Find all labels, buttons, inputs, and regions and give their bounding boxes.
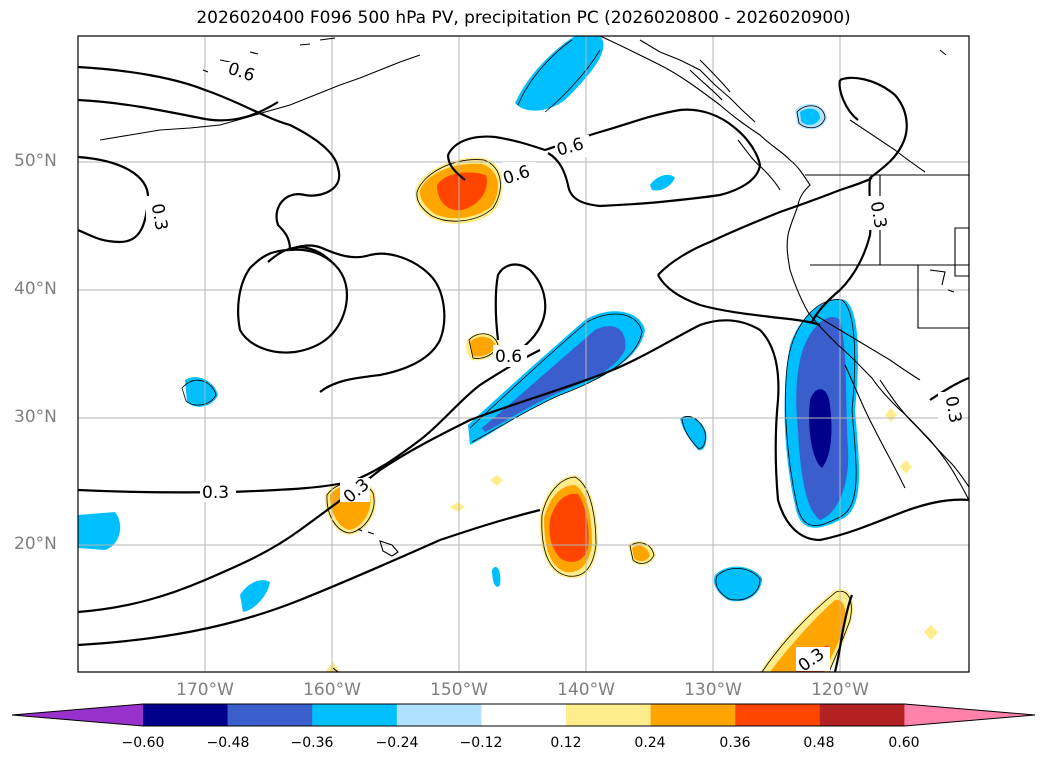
colorbar-tick: 0.48 [803,735,835,751]
gridlines [78,36,969,672]
colorbar-tick: 0.60 [888,735,920,751]
colorbar-tick: −0.48 [206,735,250,751]
colorbar-tick: −0.36 [290,735,334,751]
lat-label-40n: 40°N [14,279,57,299]
pv-label-south-center: 0.6 [495,347,522,367]
pv-contours [78,65,969,672]
colorbar-bin [143,704,229,726]
colorbar-bin [650,704,736,726]
coastlines [99,36,969,672]
figure-title: 2026020400 F096 500 hPa PV, precipitatio… [196,8,851,28]
lon-label-140w: 140°W [557,680,615,700]
lon-label-150w: 150°W [430,680,488,700]
pv-label-california: 0.3 [866,200,890,230]
colorbar-tick: −0.60 [121,735,165,751]
contour-label-halos [146,62,956,671]
lat-label-30n: 30°N [14,407,57,427]
lon-label-160w: 160°W [303,680,361,700]
lon-label-120w: 120°W [811,680,869,700]
lon-label-130w: 130°W [684,680,742,700]
colorbar-tick: 0.12 [550,735,582,751]
colorbar-bin [312,704,398,726]
colorbar-bin [481,704,567,726]
colorbar-extend-min [12,704,143,726]
lon-label-170w: 170°W [176,680,234,700]
colorbar-bin [819,704,905,726]
colorbar [11,703,1036,727]
colorbar-bin [396,704,482,726]
colorbar-outline [11,703,1036,727]
pv-label-mexico: 0.3 [941,395,965,425]
pv-label-southwest: 0.3 [202,483,229,503]
colorbar-bin [227,704,313,726]
colorbar-tick: 0.24 [634,735,666,751]
map-frame [77,35,970,673]
colorbar-extend-max [904,704,1035,726]
pv-label-west: 0.3 [147,202,171,232]
colorbar-bin [735,704,821,726]
colorbar-tick: −0.12 [459,735,503,751]
colorbar-bin [566,704,652,726]
lat-label-20n: 20°N [14,534,57,554]
lat-label-50n: 50°N [14,151,57,171]
colorbar-tick: 0.36 [719,735,751,751]
colorbar-tick: −0.24 [375,735,419,751]
